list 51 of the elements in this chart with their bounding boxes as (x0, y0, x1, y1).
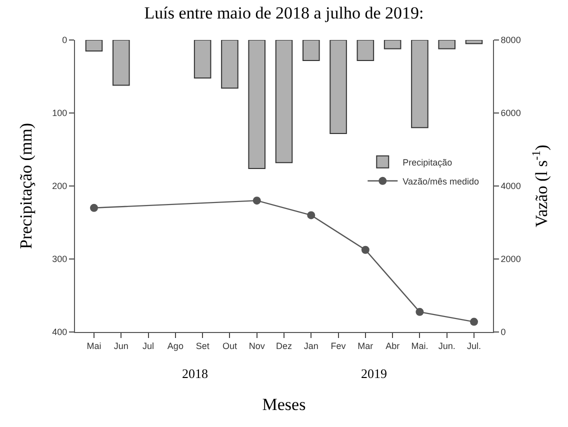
bar (112, 40, 130, 86)
point (416, 308, 424, 316)
x-tick-label: Abr (386, 340, 400, 351)
x-tick-label: Jul (142, 340, 154, 351)
x-axis-title: Meses (262, 395, 306, 414)
bar (356, 40, 374, 61)
x-tick-label: Out (222, 340, 238, 351)
bar (85, 40, 103, 52)
x-tick-label: Dez (276, 340, 292, 351)
y-tick-label: 300 (52, 254, 68, 264)
bar (330, 40, 347, 134)
y2-tick-label: 2000 (500, 254, 521, 264)
y-tick-label: 200 (52, 181, 68, 192)
y2-tick-label: 0 (500, 327, 506, 338)
x-tick-label: Jul. (466, 340, 482, 351)
x-tick-label: Fev (330, 340, 346, 351)
text: 2018 (182, 366, 208, 381)
y2-tick-label: 4000 (500, 181, 521, 192)
x-tick-label: Jun. (438, 340, 456, 351)
x-tick-label: Set (196, 340, 210, 351)
y2-tick-label: 6000 (500, 108, 521, 118)
legend-label: Vazão/mês medido (402, 176, 480, 186)
point (252, 196, 261, 205)
bar (194, 40, 212, 78)
point (470, 318, 478, 326)
bar (465, 40, 483, 44)
x-tick-label: Jun (114, 340, 128, 351)
x-tick-label: Ago (167, 340, 184, 351)
bar (411, 40, 428, 128)
y-tick-label: 0 (62, 35, 68, 46)
x-tick-label: Nov (248, 340, 266, 351)
y-tick-label: 400 (52, 327, 68, 338)
y-axis-title: Precipitação (mm) (16, 122, 36, 250)
point (361, 246, 370, 254)
chart-title: Luís entre maio de 2018 a julho de 2019: (144, 3, 424, 22)
bar (221, 40, 238, 89)
y2-tick-label: 8000 (500, 35, 521, 46)
x-tick-label: Mai (86, 340, 102, 351)
bar (302, 40, 320, 61)
bar (438, 40, 456, 50)
bar (384, 40, 402, 50)
bar (275, 40, 293, 164)
point (307, 211, 316, 220)
y-tick-label: 100 (52, 108, 68, 118)
bar (248, 40, 266, 169)
text: 2019 (361, 366, 387, 381)
legend-label: Precipitação (402, 157, 452, 168)
x-tick-label: Mai. (411, 340, 428, 351)
point (90, 204, 98, 212)
x-tick-label: Jan (304, 340, 318, 351)
x-tick-label: Mar (358, 340, 374, 351)
